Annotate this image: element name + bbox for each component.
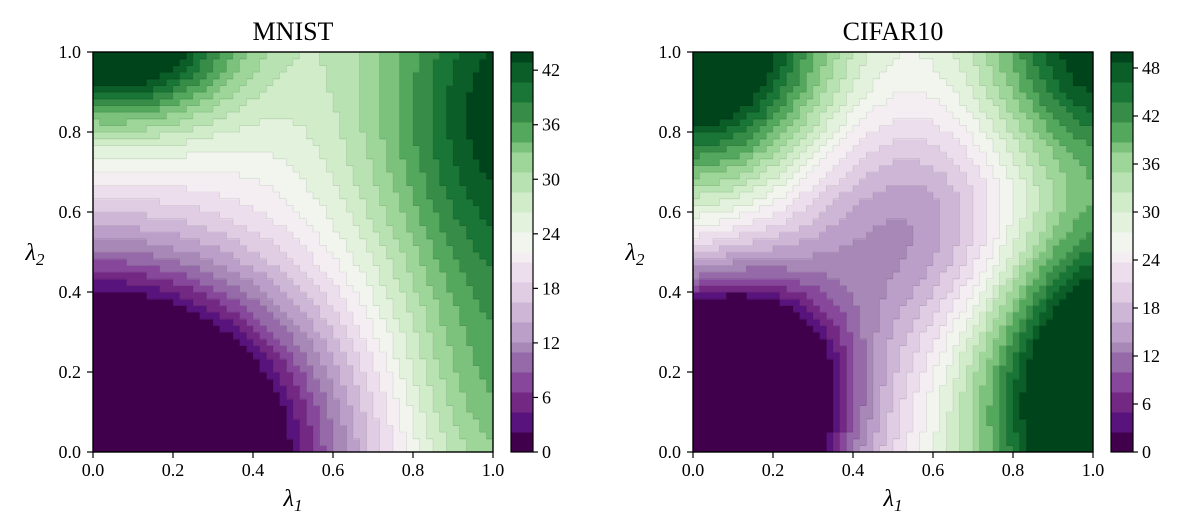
y-tick-label: 0.0: [659, 442, 682, 462]
x-tick-label: 1.0: [1082, 460, 1105, 480]
x-axis-label: λ1: [883, 486, 903, 515]
colorbar-tick-label: 0: [542, 442, 551, 462]
colorbar-tick-label: 12: [542, 333, 560, 353]
x-tick-label: 0.6: [322, 460, 345, 480]
plot-title: CIFAR10: [843, 17, 944, 46]
plot-title: MNIST: [253, 17, 334, 46]
colorbar: 0 6 12 18 24 30 36 42 48: [1111, 52, 1160, 462]
x-tick-label: 0.2: [162, 460, 185, 480]
colorbar-tick-label: 48: [1142, 58, 1160, 78]
y-axis-label: λ2: [25, 240, 45, 269]
colorbar-tick-label: 36: [1142, 154, 1160, 174]
colorbar-tick-label: 42: [542, 60, 560, 80]
x-tick-label: 0.0: [682, 460, 705, 480]
x-tick-label: 1.0: [482, 460, 505, 480]
colorbar-tick-label: 24: [1142, 250, 1160, 270]
y-tick-label: 0.6: [659, 202, 682, 222]
x-tick-label: 0.6: [922, 460, 945, 480]
y-axis-label: λ2: [625, 240, 645, 269]
x-tick-label: 0.4: [242, 460, 265, 480]
panel-cifar10-svg: CIFAR10 0.0 0.2 0.4 0.6 0.8 1.0 0.0 0.2 0.4 0.6 0.8…: [613, 8, 1187, 522]
colorbar-tick-label: 6: [542, 387, 551, 407]
y-tick-label: 0.2: [659, 362, 682, 382]
y-tick-label: 0.4: [59, 282, 82, 302]
panel-mnist: MNIST 0.0 0.2 0.4 0.6 0.8 1.0 0.0 0.2 0.4 0.6 0.8 1.…: [13, 8, 587, 522]
x-axis-label: λ1: [283, 486, 303, 515]
y-tick-label: 0.6: [59, 202, 82, 222]
y-tick-label: 0.4: [659, 282, 682, 302]
panel-mnist-svg: MNIST 0.0 0.2 0.4 0.6 0.8 1.0 0.0 0.2 0.4 0.6 0.8 1.…: [13, 8, 587, 522]
colorbar-tick-label: 36: [542, 115, 560, 135]
y-tick-label: 0.0: [59, 442, 82, 462]
x-tick-label: 0.4: [842, 460, 865, 480]
colorbar-tick-label: 6: [1142, 394, 1151, 414]
colorbar-tick-label: 18: [1142, 298, 1160, 318]
colorbar-tick-label: 30: [1142, 202, 1160, 222]
colorbar-tick-label: 30: [542, 169, 560, 189]
y-tick-label: 1.0: [59, 42, 82, 62]
colorbar: 0 6 12 18 24 30 36 42: [511, 52, 560, 462]
figure-container: MNIST 0.0 0.2 0.4 0.6 0.8 1.0 0.0 0.2 0.4 0.6 0.8 1.…: [0, 0, 1200, 530]
colorbar-tick-label: 0: [1142, 442, 1151, 462]
x-tick-label: 0.8: [1002, 460, 1025, 480]
colorbar-tick-label: 18: [542, 278, 560, 298]
y-tick-label: 1.0: [659, 42, 682, 62]
y-tick-label: 0.2: [59, 362, 82, 382]
y-tick-label: 0.8: [59, 122, 82, 142]
colorbar-tick-label: 12: [1142, 346, 1160, 366]
x-tick-label: 0.8: [402, 460, 425, 480]
x-tick-label: 0.0: [82, 460, 105, 480]
colorbar-tick-label: 24: [542, 224, 560, 244]
x-tick-label: 0.2: [762, 460, 785, 480]
colorbar-tick-label: 42: [1142, 106, 1160, 126]
y-tick-label: 0.8: [659, 122, 682, 142]
panel-cifar10: CIFAR10 0.0 0.2 0.4 0.6 0.8 1.0 0.0 0.2 0.4 0.6 0.8…: [613, 8, 1187, 522]
